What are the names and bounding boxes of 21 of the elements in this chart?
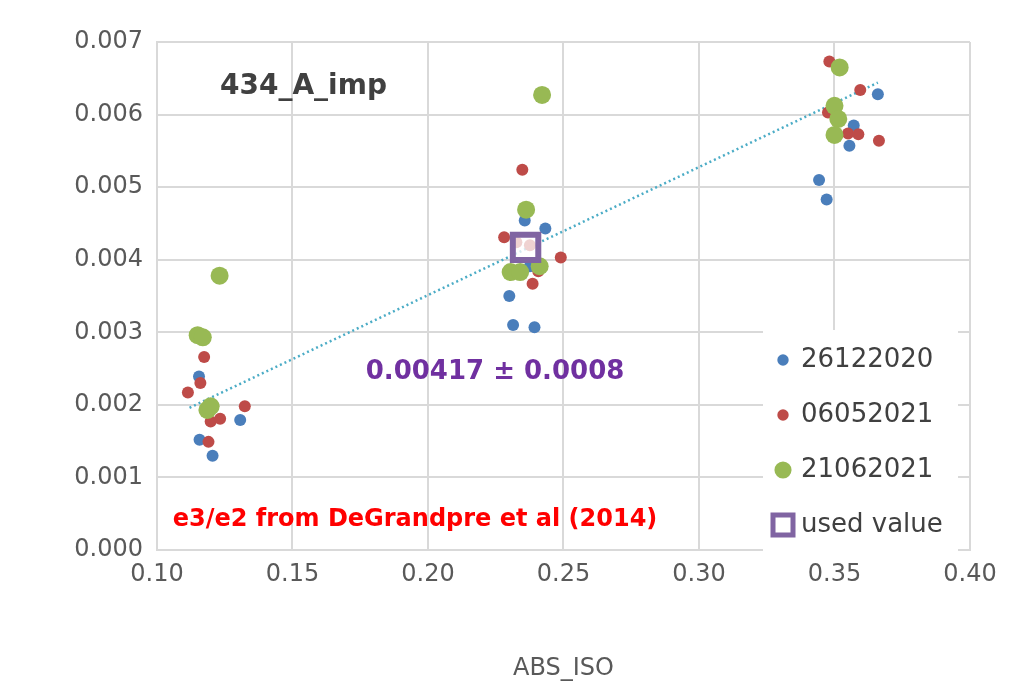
y-tick-label: 0.005 bbox=[74, 171, 143, 200]
y-tick-label: 0.003 bbox=[74, 316, 143, 345]
x-tick-label: 0.30 bbox=[672, 558, 726, 587]
annotation: 0.00417 ± 0.0008 bbox=[365, 354, 625, 385]
legend-label: 26122020 bbox=[801, 342, 934, 373]
x-tick-label: 0.35 bbox=[807, 558, 862, 587]
legend-label: 06052021 bbox=[801, 397, 934, 428]
y-tick-label: 0.007 bbox=[74, 26, 143, 55]
x-tick-label: 0.25 bbox=[536, 558, 591, 587]
x-tick-label: 0.20 bbox=[401, 558, 455, 587]
annotation: e3/e2 from DeGrandpre et al (2014) bbox=[172, 504, 658, 533]
legend-label: 21062021 bbox=[801, 452, 934, 483]
y-tick-label: 0.004 bbox=[74, 243, 143, 272]
y-tick-label: 0.002 bbox=[74, 389, 143, 418]
text: 434_A_imp bbox=[220, 68, 387, 102]
legend-label: used value bbox=[801, 507, 943, 538]
x-tick-label: 0.15 bbox=[265, 558, 320, 587]
x-axis-title: ABS_ISO bbox=[513, 652, 614, 681]
y-tick-label: 0.006 bbox=[74, 98, 143, 127]
y-tick-label: 0.001 bbox=[74, 461, 143, 490]
x-tick-label: 0.40 bbox=[943, 558, 997, 587]
